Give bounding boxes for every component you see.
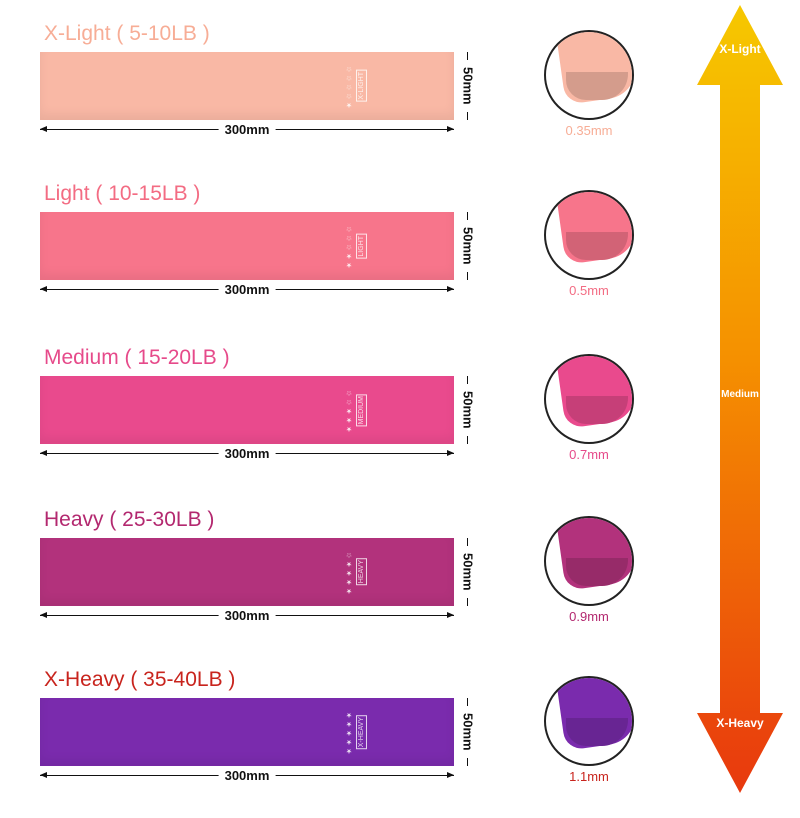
resistance-band: ★★☆☆☆ LIGHT: [40, 212, 454, 280]
band-row: X-Heavy ( 35-40LB ) ★★★★★ X-HEAVY 50mm 3…: [0, 668, 690, 818]
length-label: 300mm: [218, 282, 276, 297]
width-label: 50mm: [460, 67, 476, 105]
scale-middle-label: Medium: [721, 389, 759, 400]
length-label: 300mm: [218, 608, 276, 623]
band-stars: ★★☆☆☆: [346, 223, 353, 269]
band-print: ★★★★★ X-HEAVY: [346, 706, 374, 758]
band-row: X-Light ( 5-10LB ) ★☆☆☆☆ X-LIGHT 50mm 30…: [0, 22, 690, 172]
band-stars: ★★★☆☆: [346, 387, 353, 433]
band-level-label: HEAVY: [356, 558, 367, 586]
length-label: 300mm: [218, 122, 276, 137]
thickness-closeup: [544, 190, 634, 280]
width-dimension: 50mm: [458, 698, 478, 766]
band-stars: ★★★★★: [346, 709, 353, 755]
resistance-band: ★☆☆☆☆ X-LIGHT: [40, 52, 454, 120]
band-row: Heavy ( 25-30LB ) ★★★★☆ HEAVY 50mm 300mm…: [0, 508, 690, 658]
band-print: ★★★☆☆ MEDIUM: [346, 384, 374, 436]
band-print: ★☆☆☆☆ X-LIGHT: [346, 60, 374, 112]
resistance-band: ★★★★★ X-HEAVY: [40, 698, 454, 766]
band-title: Medium ( 15-20LB ): [44, 346, 230, 369]
thickness-closeup: [544, 676, 634, 766]
band-title: Heavy ( 25-30LB ): [44, 508, 215, 531]
thickness-label: 0.35mm: [565, 123, 613, 138]
band-title: X-Heavy ( 35-40LB ): [44, 668, 236, 691]
band-level-label: LIGHT: [356, 233, 367, 259]
width-dimension: 50mm: [458, 538, 478, 606]
length-dimension: 300mm: [40, 282, 454, 298]
width-label: 50mm: [460, 391, 476, 429]
length-label: 300mm: [218, 768, 276, 783]
band-stars: ★☆☆☆☆: [346, 63, 353, 109]
resistance-band: ★★★☆☆ MEDIUM: [40, 376, 454, 444]
thickness-closeup: [544, 30, 634, 120]
length-dimension: 300mm: [40, 446, 454, 462]
width-dimension: 50mm: [458, 52, 478, 120]
intensity-scale-arrow: [697, 5, 783, 793]
length-label: 300mm: [218, 446, 276, 461]
band-title: X-Light ( 5-10LB ): [44, 22, 210, 45]
thickness-label: 0.5mm: [569, 283, 609, 298]
thickness-closeup: [544, 354, 634, 444]
band-stars: ★★★★☆: [346, 549, 353, 595]
thickness-label: 0.7mm: [569, 447, 609, 462]
band-row: Light ( 10-15LB ) ★★☆☆☆ LIGHT 50mm 300mm…: [0, 182, 690, 332]
band-print: ★★★★☆ HEAVY: [346, 546, 374, 598]
width-label: 50mm: [460, 713, 476, 751]
band-level-label: X-LIGHT: [356, 70, 367, 102]
thickness-label: 0.9mm: [569, 609, 609, 624]
band-level-label: X-HEAVY: [356, 714, 367, 750]
thickness-closeup: [544, 516, 634, 606]
band-print: ★★☆☆☆ LIGHT: [346, 220, 374, 272]
width-dimension: 50mm: [458, 212, 478, 280]
length-dimension: 300mm: [40, 608, 454, 624]
band-row: Medium ( 15-20LB ) ★★★☆☆ MEDIUM 50mm 300…: [0, 346, 690, 496]
scale-bottom-label: X-Heavy: [716, 716, 764, 730]
width-label: 50mm: [460, 553, 476, 591]
width-label: 50mm: [460, 227, 476, 265]
band-level-label: MEDIUM: [356, 393, 367, 427]
scale-top-label: X-Light: [719, 42, 761, 56]
band-title: Light ( 10-15LB ): [44, 182, 201, 205]
resistance-band: ★★★★☆ HEAVY: [40, 538, 454, 606]
width-dimension: 50mm: [458, 376, 478, 444]
length-dimension: 300mm: [40, 768, 454, 784]
thickness-label: 1.1mm: [569, 769, 609, 784]
length-dimension: 300mm: [40, 122, 454, 138]
